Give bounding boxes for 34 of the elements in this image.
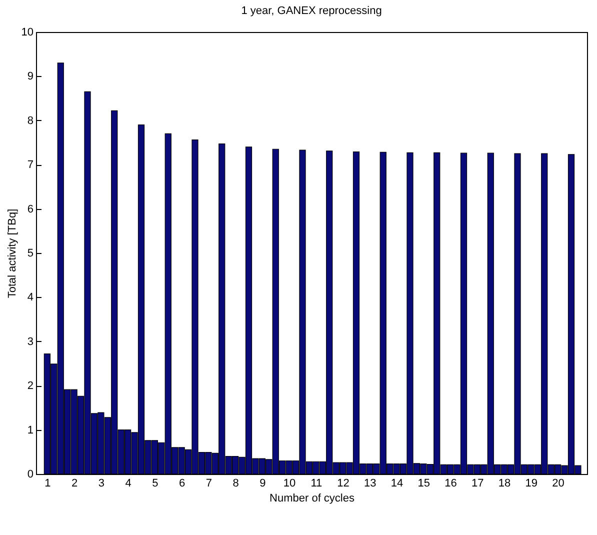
y-tick-label: 5 [27, 248, 34, 260]
y-tick-label: 6 [27, 203, 34, 216]
x-tick-label: 17 [472, 478, 484, 490]
x-tick-label: 7 [206, 478, 212, 490]
chart-title: 1 year, GANEX reprocessing [241, 5, 382, 17]
x-tick-label: 10 [283, 478, 296, 490]
y-tick-label: 7 [27, 159, 34, 172]
x-tick-label: 3 [98, 478, 104, 490]
y-tick-label: 0 [27, 468, 34, 480]
y-tick-label: 9 [27, 70, 34, 83]
x-tick-label: 18 [498, 478, 511, 490]
y-tick-label: 10 [21, 26, 34, 38]
x-tick-label: 1 [44, 478, 51, 490]
y-tick-label: 8 [27, 114, 34, 127]
y-tick-label: 1 [27, 424, 34, 436]
x-tick-label: 16 [444, 478, 457, 490]
y-tick-label: 2 [27, 380, 34, 392]
x-tick-label: 2 [71, 478, 78, 490]
x-axis-title: Number of cycles [270, 492, 355, 504]
x-tick-label: 14 [390, 478, 404, 490]
x-tick-label: 12 [337, 478, 350, 490]
x-tick-label: 9 [260, 478, 266, 490]
x-tick-label: 20 [552, 478, 564, 490]
x-tick-label: 4 [125, 478, 132, 490]
x-tick-label: 11 [310, 478, 322, 490]
x-tick-label: 5 [152, 478, 158, 490]
x-tick-label: 15 [418, 478, 430, 490]
y-axis-title: Total activity [TBq] [6, 208, 18, 298]
x-tick-label: 13 [364, 478, 376, 490]
x-tick-label: 19 [525, 478, 538, 490]
x-tick-label: 8 [232, 478, 239, 490]
y-tick-label: 3 [27, 336, 34, 348]
y-tick-label: 4 [27, 292, 34, 304]
x-tick-label: 6 [178, 478, 186, 490]
